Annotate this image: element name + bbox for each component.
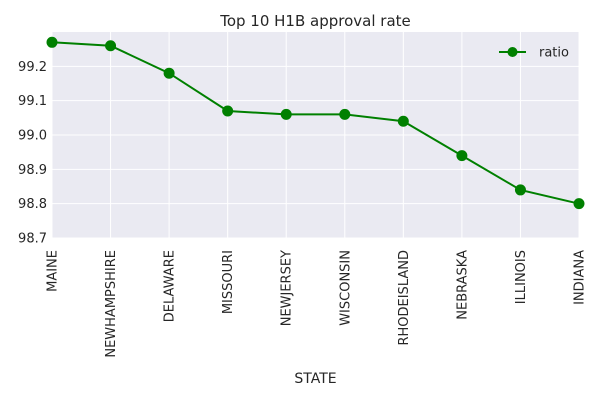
x-tick-label: MISSOURI — [221, 250, 236, 314]
grid-lines — [51, 32, 580, 239]
legend-label-ratio: ratio — [539, 46, 569, 61]
x-axis-title: STATE — [294, 371, 336, 387]
y-tick-label: 99.0 — [18, 129, 47, 144]
data-point — [573, 198, 585, 210]
x-axis-ticks: MAINE NEWHAMPSHIRE DELAWARE MISSOURI NEWJERS… — [46, 250, 588, 358]
x-tick-label: INDIANA — [573, 250, 588, 305]
data-point — [456, 150, 468, 162]
x-tick-label: DELAWARE — [163, 250, 178, 322]
series-line-ratio — [51, 41, 580, 205]
y-axis-ticks: 98.7 98.8 98.9 99.0 99.1 99.2 — [18, 60, 47, 247]
x-tick-label: NEBRASKA — [455, 250, 470, 320]
data-point — [163, 67, 175, 79]
legend-marker-ratio — [507, 47, 518, 57]
legend: ratio — [499, 46, 569, 61]
x-tick-label: NEWHAMPSHIRE — [104, 250, 119, 358]
data-point — [280, 108, 292, 120]
series-group — [46, 36, 585, 210]
y-tick-label: 98.9 — [18, 163, 47, 178]
data-point — [514, 184, 526, 196]
y-tick-label: 99.1 — [18, 94, 47, 109]
x-tick-label: RHODEISLAND — [397, 250, 412, 346]
x-tick-label: NEWJERSEY — [280, 250, 295, 326]
y-tick-label: 99.2 — [18, 60, 47, 75]
x-tick-label: MAINE — [46, 250, 61, 292]
y-tick-label: 98.7 — [18, 232, 47, 247]
data-point — [339, 108, 351, 120]
x-tick-label: WISCONSIN — [338, 250, 353, 326]
data-point — [105, 40, 117, 52]
data-point — [222, 105, 234, 117]
x-tick-label: ILLINOIS — [514, 250, 529, 304]
y-tick-label: 98.8 — [18, 197, 47, 212]
chart-title: Top 10 H1B approval rate — [219, 12, 411, 30]
data-point — [397, 115, 409, 127]
data-point — [46, 36, 58, 48]
